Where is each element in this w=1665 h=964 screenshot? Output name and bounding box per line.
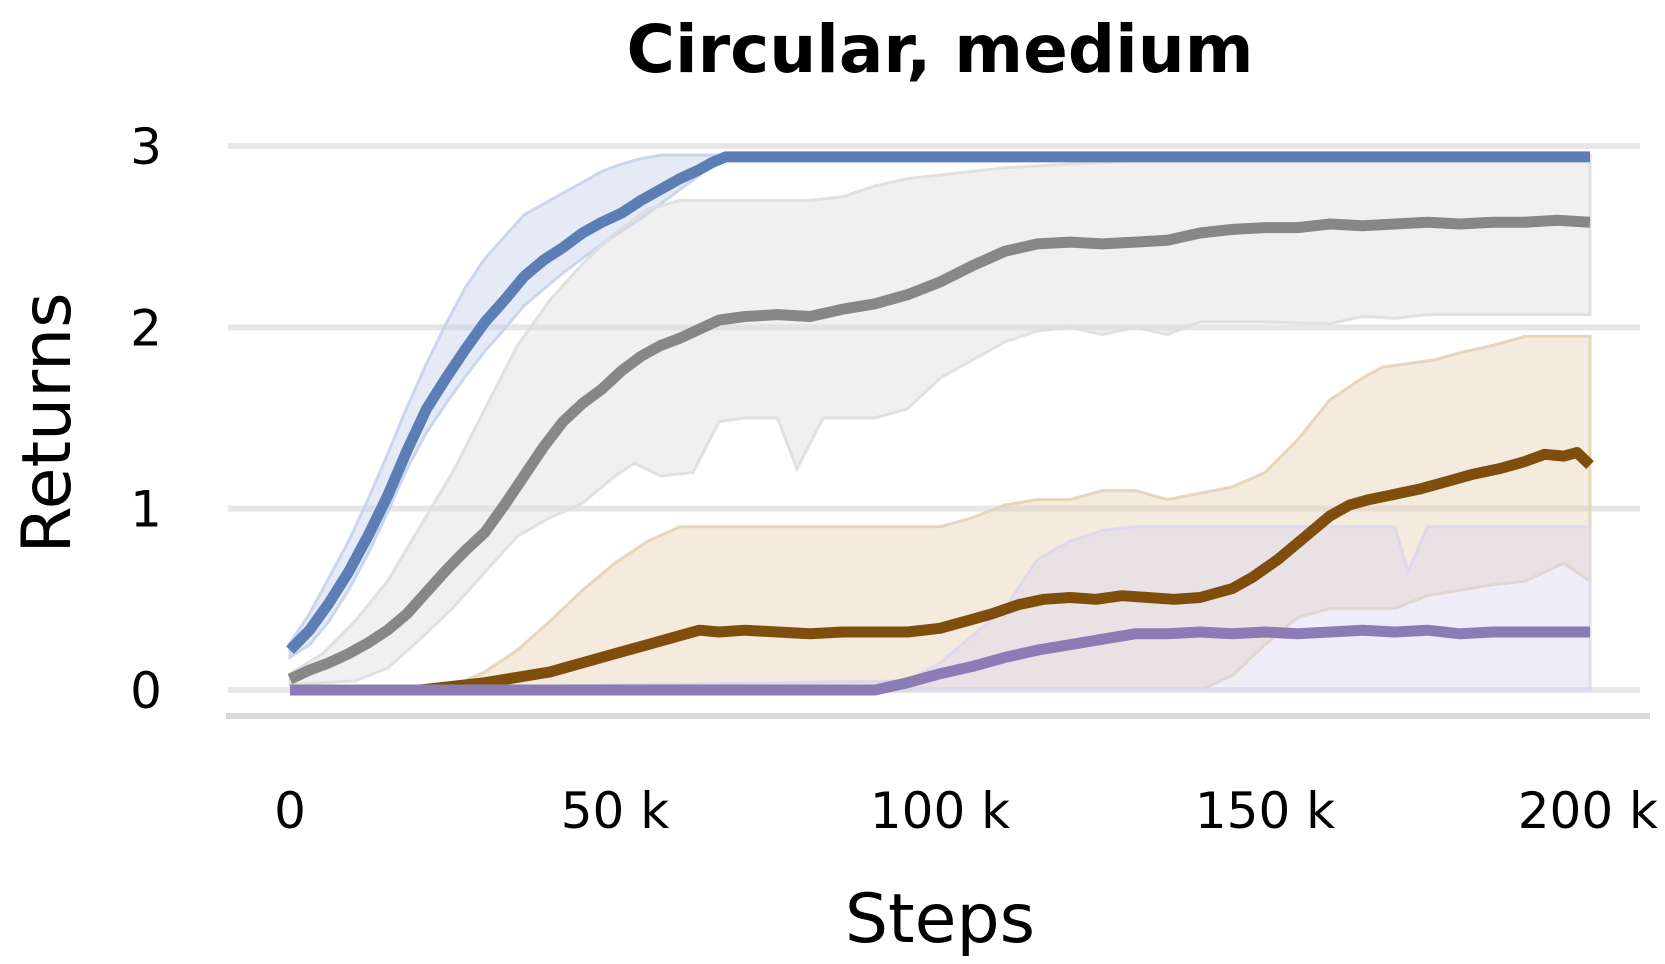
y-tick-labels: 0 1 2 3 — [130, 118, 162, 720]
chart-title: Circular, medium — [627, 11, 1254, 88]
x-tick-label: 0 — [274, 782, 306, 840]
confidence-bands — [288, 153, 1592, 692]
y-tick-label: 2 — [130, 299, 162, 357]
series-line-0 — [286, 151, 1590, 654]
y-tick-label: 3 — [130, 118, 162, 176]
x-tick-label: 200 k — [1518, 782, 1658, 840]
y-axis-label: Returns — [8, 292, 87, 553]
x-tick-label: 150 k — [1195, 782, 1335, 840]
x-axis-label: Steps — [845, 880, 1035, 959]
x-tick-label: 50 k — [561, 782, 670, 840]
x-tick-labels: 0 50 k 100 k 150 k 200 k — [274, 782, 1658, 840]
series-band-1 — [288, 153, 1592, 687]
series-line-1 — [287, 214, 1591, 685]
series-band-2 — [289, 334, 1592, 692]
x-tick-label: 100 k — [870, 782, 1010, 840]
series-line-3 — [290, 624, 1590, 696]
series-line-2 — [290, 447, 1594, 696]
series-lines — [286, 151, 1594, 696]
y-tick-label: 0 — [130, 662, 162, 720]
y-tick-label: 1 — [130, 481, 162, 539]
